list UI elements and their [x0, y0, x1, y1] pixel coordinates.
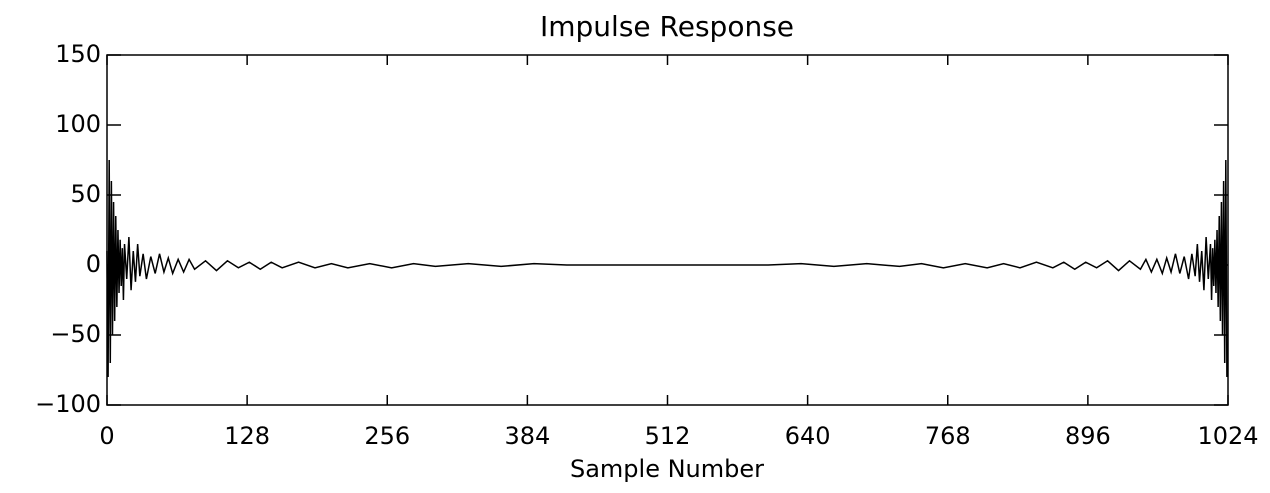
- x-tick-label: 384: [504, 422, 550, 450]
- y-tick-label: 100: [55, 110, 101, 138]
- x-tick-label: 512: [645, 422, 691, 450]
- y-tick-label: 50: [70, 180, 101, 208]
- x-tick-label: 896: [1065, 422, 1111, 450]
- x-tick-label: 1024: [1197, 422, 1258, 450]
- x-tick-label: 128: [224, 422, 270, 450]
- y-tick-label: −50: [50, 320, 101, 348]
- y-tick-label: 0: [86, 250, 101, 278]
- chart-title: Impulse Response: [540, 10, 794, 43]
- plot-frame: [106, 54, 1229, 406]
- x-tick-label: 640: [785, 422, 831, 450]
- x-axis-label: Sample Number: [570, 455, 764, 483]
- x-tick-label: 768: [925, 422, 971, 450]
- data-line: [106, 159, 1228, 378]
- y-tick-label: 150: [55, 40, 101, 68]
- y-tick-label: −100: [35, 390, 101, 418]
- x-tick-label: 256: [364, 422, 410, 450]
- x-tick-label: 0: [99, 422, 114, 450]
